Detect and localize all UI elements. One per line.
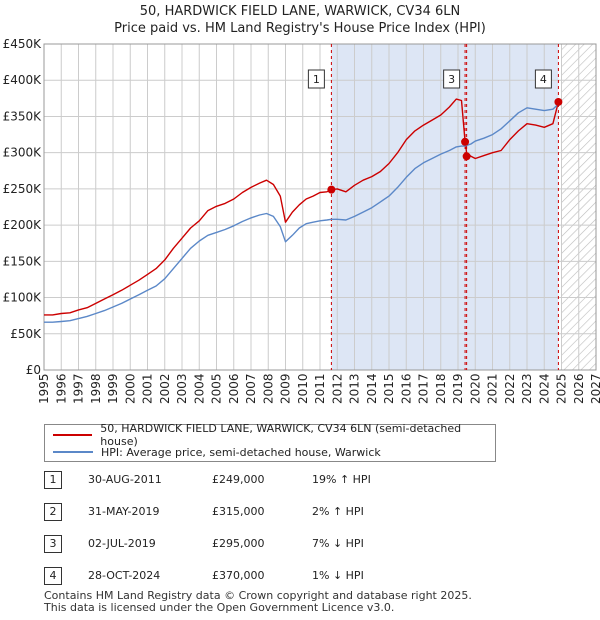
y-tick-label: £450K	[3, 37, 43, 51]
chart-title: 50, HARDWICK FIELD LANE, WARWICK, CV34 6…	[139, 4, 461, 19]
x-tick-label: 2023	[520, 373, 534, 404]
transaction-number: 3	[44, 535, 62, 553]
x-tick-label: 2020	[468, 373, 482, 404]
transaction-date: 02-JUL-2019	[88, 537, 156, 550]
table-row: 3 02-JUL-2019 £295,000 7% ↓ HPI	[44, 535, 464, 553]
x-tick-label: 2014	[365, 373, 379, 404]
x-tick-label: 2005	[210, 373, 224, 404]
x-tick-label: 2024	[537, 373, 551, 404]
x-tick-label: 1996	[54, 373, 68, 404]
x-tick-label: 2008	[261, 373, 275, 404]
transaction-point	[462, 152, 471, 161]
chart-label-box	[307, 69, 325, 89]
transaction-number: 1	[44, 471, 62, 489]
x-tick-label: 1995	[37, 373, 51, 404]
y-tick-label: £300K	[3, 146, 43, 160]
x-tick-label: 2012	[330, 373, 344, 404]
chart-transaction-label: 3	[443, 69, 461, 89]
x-tick-label: 2010	[296, 373, 310, 404]
transaction-hpi-diff: 2% ↑ HPI	[312, 505, 364, 518]
y-tick-label: £150K	[3, 254, 43, 268]
x-tick-label: 1998	[89, 373, 103, 404]
x-tick-label: 2002	[158, 373, 172, 404]
y-tick-label: £200K	[3, 218, 43, 232]
x-tick-label: 2015	[382, 373, 396, 404]
transaction-price: £315,000	[212, 505, 265, 518]
x-tick-label: 2026	[572, 373, 586, 404]
transaction-price: £249,000	[212, 473, 265, 486]
legend-item-hpi: HPI: Average price, semi-detached house,…	[53, 444, 381, 460]
price-chart: 1 3 4 £0 £50K £100K £150K £200K £250K £300K £350K £…	[3, 37, 600, 404]
x-tick-label: 2009	[279, 373, 293, 404]
chart-transaction-label: 4	[534, 69, 552, 89]
transaction-price: £295,000	[212, 537, 265, 550]
y-tick-label: £100K	[3, 291, 43, 305]
transaction-date: 31-MAY-2019	[88, 505, 160, 518]
transaction-number: 4	[44, 567, 62, 585]
y-tick-label: £400K	[3, 73, 43, 87]
x-tick-label: 2018	[434, 373, 448, 404]
transaction-date: 30-AUG-2011	[88, 473, 162, 486]
transaction-hpi-diff: 7% ↓ HPI	[312, 537, 364, 550]
x-tick-label: 1997	[72, 373, 86, 404]
footer-copyright: Contains HM Land Registry data © Crown c…	[44, 589, 472, 602]
y-tick-label: £350K	[3, 109, 43, 123]
y-tick-label: £50K	[10, 327, 42, 341]
x-tick-label: 2025	[555, 373, 569, 404]
chart-label-number: 3	[448, 73, 455, 86]
legend-hpi-swatch	[53, 451, 93, 453]
x-tick-label: 2022	[503, 373, 517, 404]
price-series-line	[44, 98, 562, 316]
y-tick-label: £0	[26, 363, 41, 377]
chart-transaction-label: 1	[307, 69, 325, 89]
x-tick-label: 1999	[106, 373, 120, 404]
x-tick-label: 2004	[192, 373, 206, 404]
footer-licence: This data is licensed under the Open Gov…	[44, 601, 395, 614]
x-tick-label: 2003	[175, 373, 189, 404]
x-tick-label: 2021	[486, 373, 500, 404]
x-tick-label: 2001	[141, 373, 155, 404]
x-tick-label: 2006	[227, 373, 241, 404]
legend-price-label: 50, HARDWICK FIELD LANE, WARWICK, CV34 6…	[100, 422, 462, 448]
x-tick-label: 2000	[123, 373, 137, 404]
hpi-series-line	[44, 101, 562, 323]
chart-subtitle: Price paid vs. HM Land Registry's House …	[114, 21, 486, 36]
legend-price-swatch	[53, 434, 93, 436]
legend-hpi-label: HPI: Average price, semi-detached house,…	[101, 445, 381, 459]
chart-label-box	[443, 69, 461, 89]
x-tick-label: 2011	[313, 373, 327, 404]
transaction-number: 2	[44, 503, 62, 521]
ownership-shade	[331, 44, 559, 370]
legend-item-price: 50, HARDWICK FIELD LANE, WARWICK, CV34 6…	[53, 422, 495, 448]
x-tick-label: 2007	[244, 373, 258, 404]
x-tick-label: 2013	[348, 373, 362, 404]
chart-legend: 50, HARDWICK FIELD LANE, WARWICK, CV34 6…	[44, 422, 496, 462]
table-row: 1 30-AUG-2011 £249,000 19% ↑ HPI	[44, 471, 464, 489]
table-row: 4 28-OCT-2024 £370,000 1% ↓ HPI	[44, 567, 464, 585]
transaction-point	[461, 137, 470, 146]
x-tick-label: 2017	[417, 373, 431, 404]
table-row: 2 31-MAY-2019 £315,000 2% ↑ HPI	[44, 503, 464, 521]
transaction-date: 28-OCT-2024	[88, 569, 161, 582]
chart-label-number: 1	[313, 73, 320, 86]
transaction-price: £370,000	[212, 569, 265, 582]
transaction-point	[327, 185, 336, 194]
transaction-hpi-diff: 19% ↑ HPI	[312, 473, 371, 486]
plot-border	[43, 43, 597, 371]
x-tick-label: 2027	[589, 373, 600, 404]
y-tick-label: £250K	[3, 182, 43, 196]
x-tick-label: 2016	[399, 373, 413, 404]
x-tick-label: 2019	[451, 373, 465, 404]
chart-label-box	[534, 69, 552, 89]
chart-label-number: 4	[540, 73, 547, 86]
transaction-point	[554, 97, 563, 106]
transaction-hpi-diff: 1% ↓ HPI	[312, 569, 364, 582]
